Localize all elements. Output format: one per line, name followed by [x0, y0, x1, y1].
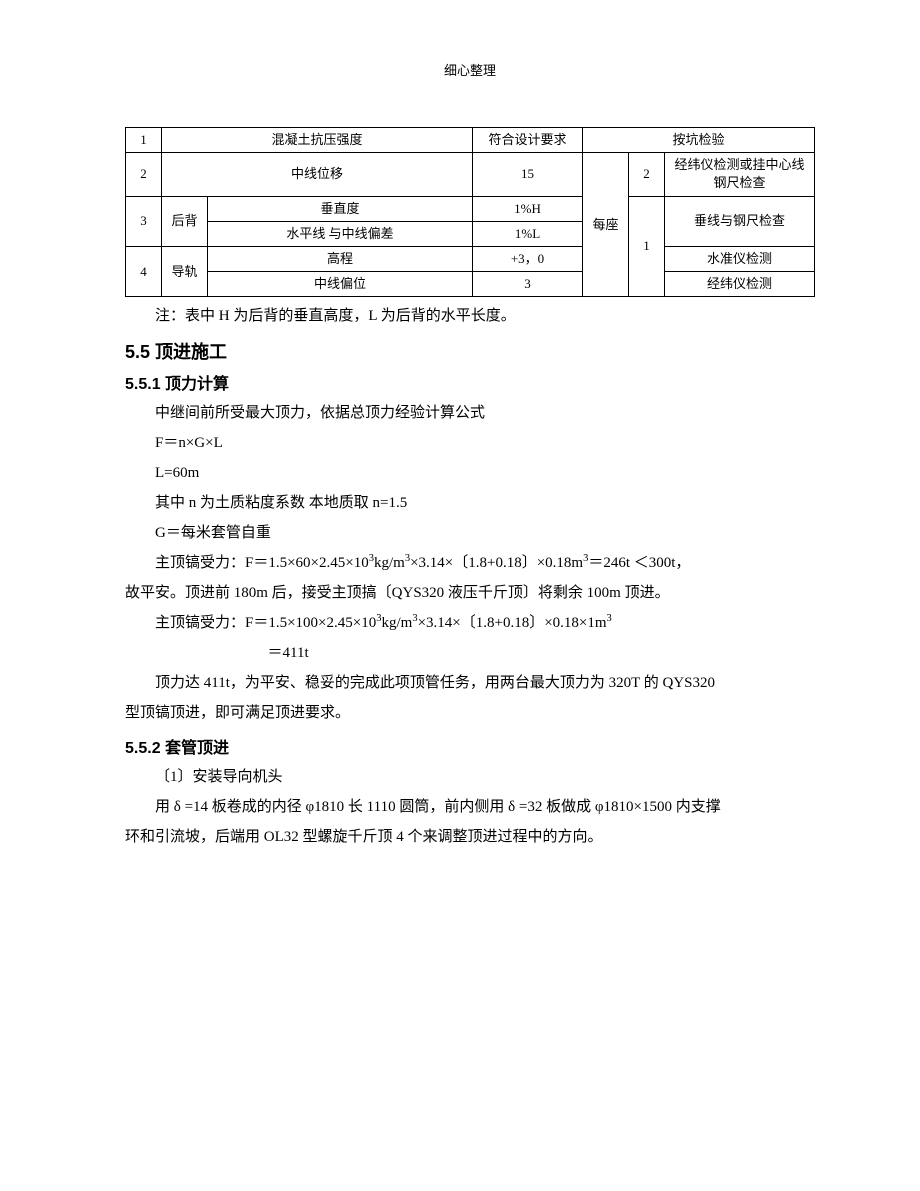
cell: 3: [126, 196, 162, 246]
paragraph: 其中 n 为土质粘度系数 本地质取 n=1.5: [125, 488, 815, 518]
cell: 1: [126, 128, 162, 153]
paragraph: 顶力达 411t，为平安、稳妥的完成此项顶管任务，用两台最大顶力为 320T 的…: [125, 668, 815, 698]
table-row: 3 后背 垂直度 1%H 1 垂线与钢尺检查: [126, 196, 815, 221]
cell: 后背: [162, 196, 208, 246]
cell: 每座: [583, 153, 629, 297]
cell: 1: [629, 196, 665, 297]
cell: 垂直度: [208, 196, 473, 221]
paragraph: G＝每米套管自重: [125, 518, 815, 548]
cell: 经纬仪检测或挂中心线钢尺检查: [665, 153, 815, 196]
table-row: 4 导轨 高程 +3，0 水准仪检测: [126, 246, 815, 271]
sup: 3: [607, 613, 612, 624]
cell: 1%H: [473, 196, 583, 221]
page: 细心整理 1 混凝土抗压强度 符合设计要求 按坑检验 2 中线位移 15 每座 …: [0, 0, 920, 1191]
cell: 水平线 与中线偏差: [208, 221, 473, 246]
body-text: 〔1〕安装导向机头 用 δ =14 板卷成的内径 φ1810 长 1110 圆筒…: [125, 762, 815, 852]
table-row: 中线偏位 3 经纬仪检测: [126, 272, 815, 297]
cell: 混凝土抗压强度: [162, 128, 473, 153]
heading-5-5: 5.5 顶进施工: [125, 338, 815, 364]
cell: 高程: [208, 246, 473, 271]
paragraph: ＝411t: [125, 638, 815, 668]
cell: 按坑检验: [583, 128, 815, 153]
cell: 导轨: [162, 246, 208, 296]
cell: 15: [473, 153, 583, 196]
paragraph: 型顶镐顶进，即可满足顶进要求。: [125, 698, 815, 728]
header-note: 细心整理: [125, 60, 815, 79]
cell: 1%L: [473, 221, 583, 246]
cell: 中线偏位: [208, 272, 473, 297]
cell: 中线位移: [162, 153, 473, 196]
text: 主顶镐受力：F＝1.5×100×2.45×10: [155, 615, 376, 631]
paragraph: L=60m: [125, 458, 815, 488]
paragraph: 中继间前所受最大顶力，依据总顶力经验计算公式: [125, 398, 815, 428]
cell: 2: [629, 153, 665, 196]
text: ×3.14×〔1.8+0.18〕×0.18m: [410, 555, 583, 571]
table-row: 2 中线位移 15 每座 2 经纬仪检测或挂中心线钢尺检查: [126, 153, 815, 196]
text: kg/m: [381, 615, 412, 631]
paragraph: F＝n×G×L: [125, 428, 815, 458]
paragraph: 主顶镐受力：F＝1.5×60×2.45×103kg/m3×3.14×〔1.8+0…: [125, 548, 815, 578]
heading-5-5-2: 5.5.2 套管顶进: [125, 734, 815, 758]
cell: 符合设计要求: [473, 128, 583, 153]
cell: 2: [126, 153, 162, 196]
text: kg/m: [374, 555, 405, 571]
body-text: 中继间前所受最大顶力，依据总顶力经验计算公式 F＝n×G×L L=60m 其中 …: [125, 398, 815, 728]
text: ＝246t ＜300t，: [588, 555, 690, 571]
cell: 4: [126, 246, 162, 296]
spec-table: 1 混凝土抗压强度 符合设计要求 按坑检验 2 中线位移 15 每座 2 经纬仪…: [125, 127, 815, 297]
paragraph: 故平安。顶进前 180m 后，接受主顶搞〔QYS320 液压千斤顶〕将剩余 10…: [125, 578, 815, 608]
cell: 垂线与钢尺检查: [665, 196, 815, 246]
cell: 3: [473, 272, 583, 297]
cell: 水准仪检测: [665, 246, 815, 271]
text: ×3.14×〔1.8+0.18〕×0.18×1m: [418, 615, 607, 631]
heading-5-5-1: 5.5.1 顶力计算: [125, 370, 815, 394]
paragraph: 环和引流坡，后端用 OL32 型螺旋千斤顶 4 个来调整顶进过程中的方向。: [125, 822, 815, 852]
cell: +3，0: [473, 246, 583, 271]
cell: 经纬仪检测: [665, 272, 815, 297]
paragraph: 主顶镐受力：F＝1.5×100×2.45×103kg/m3×3.14×〔1.8+…: [125, 608, 815, 638]
table-note: 注：表中 H 为后背的垂直高度，L 为后背的水平长度。: [125, 303, 815, 330]
table-row: 1 混凝土抗压强度 符合设计要求 按坑检验: [126, 128, 815, 153]
paragraph: 用 δ =14 板卷成的内径 φ1810 长 1110 圆筒，前内侧用 δ =3…: [125, 792, 815, 822]
text: 主顶镐受力：F＝1.5×60×2.45×10: [155, 555, 369, 571]
paragraph: 〔1〕安装导向机头: [125, 762, 815, 792]
